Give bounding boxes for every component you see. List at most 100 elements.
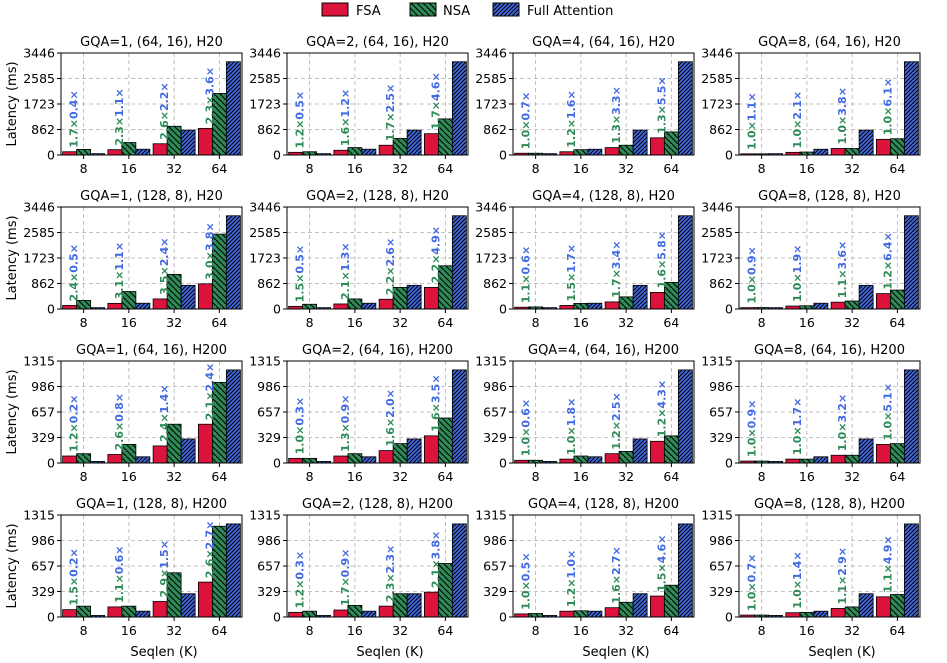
speedup-vs-full: 0.3× <box>294 551 307 580</box>
bar-fsa <box>649 137 665 156</box>
bar-full-attention-hatch <box>633 285 648 309</box>
bar-nsa-hatch <box>799 305 814 309</box>
bar-full-attention-hatch <box>904 523 919 617</box>
speedup-annotation: 1.0×0.7× <box>746 554 759 611</box>
bar-nsa-hatch <box>754 461 769 463</box>
bar-fsa <box>423 286 439 310</box>
axes-frame <box>512 514 695 618</box>
speedup-vs-full: 6.1× <box>881 78 894 107</box>
panel-r1-c3: GQA=8, (128, 8), H20 0 862 1723 2585 3446 8 16 3… <box>701 189 921 330</box>
panel-r0-c1: GQA=2, (64, 16), H20 0 862 1723 2585 3446 8 16 3… <box>249 35 469 176</box>
bar-nsa-hatch <box>302 304 317 309</box>
speedup-vs-nsa: 1.2× <box>294 580 307 609</box>
legend: FSA NSA Full Attention <box>321 2 613 19</box>
bar-nsa-hatch <box>799 612 814 617</box>
speedup-vs-nsa: 1.7× <box>339 577 352 606</box>
bar-full-attention-hatch <box>587 611 602 617</box>
ytick-label: 0 <box>725 148 733 163</box>
bar-full-attention-hatch <box>859 438 874 463</box>
bar-fsa <box>830 148 846 156</box>
bar-fsa <box>378 450 394 464</box>
xtick-label: 8 <box>758 161 766 176</box>
bar-fsa <box>197 283 213 310</box>
bar-nsa-hatch <box>528 153 543 155</box>
bar-nsa-hatch <box>393 593 408 617</box>
speedup-annotation: 1.3×3.3× <box>610 86 623 143</box>
bar-fsa <box>559 305 575 310</box>
speedup-vs-nsa: 1.7× <box>68 119 81 148</box>
bar-nsa-hatch <box>302 151 317 155</box>
speedup-vs-full: 1.1× <box>746 92 759 121</box>
xtick-label: 32 <box>166 469 182 484</box>
ytick-label: 329 <box>709 430 733 445</box>
speedup-annotation: 1.7×0.4× <box>68 90 81 147</box>
bar-full-attention-hatch <box>407 130 422 155</box>
bar-fsa <box>62 455 78 464</box>
ytick-label: 3446 <box>701 46 733 61</box>
speedup-vs-full: 3.8× <box>203 222 216 251</box>
xtick-label: 8 <box>80 623 88 638</box>
speedup-annotation: 1.3×0.9× <box>339 395 352 452</box>
speedup-vs-nsa: 1.2× <box>655 409 668 438</box>
ytick-label: 862 <box>483 122 507 137</box>
bar-full-attention-hatch <box>90 307 105 309</box>
xtick-label: 64 <box>663 469 679 484</box>
speedup-vs-full: 0.2× <box>68 548 81 577</box>
bar-full-attention-hatch <box>813 303 828 309</box>
speedup-vs-full: 4.6× <box>429 72 442 101</box>
xtick-label: 16 <box>347 161 363 176</box>
axes-frame <box>512 360 695 464</box>
legend-item-full-attention: Full Attention <box>492 2 613 19</box>
bar-nsa-hatch <box>528 306 543 309</box>
xtick-label: 64 <box>211 469 227 484</box>
bar-nsa-hatch <box>212 93 227 155</box>
speedup-vs-full: 6.4× <box>881 232 894 261</box>
xtick-label: 64 <box>889 315 905 330</box>
ytick-label: 2585 <box>249 225 281 240</box>
ylabel-row-2: Latency (ms) <box>5 369 20 454</box>
bar-full-attention-hatch <box>542 461 557 463</box>
bar-full-attention-hatch <box>407 593 422 617</box>
bar-full-attention-hatch <box>904 215 919 309</box>
bar-full-attention-hatch <box>678 523 693 617</box>
bar-full-attention-hatch <box>587 303 602 309</box>
bar-fsa <box>559 610 575 618</box>
xtick-label: 16 <box>121 315 137 330</box>
ytick-label: 0 <box>273 610 281 625</box>
speedup-vs-full: 2.1× <box>791 91 804 120</box>
xtick-label: 64 <box>211 315 227 330</box>
bar-full-attention-hatch <box>181 593 196 617</box>
speedup-annotation: 2.3×3.6× <box>203 67 216 124</box>
bar-fsa <box>559 458 575 464</box>
bar-fsa <box>107 454 123 464</box>
xtick-label: 64 <box>663 315 679 330</box>
bar-fsa <box>875 596 891 618</box>
speedup-vs-nsa: 1.0× <box>791 120 804 149</box>
speedup-annotation: 1.2×6.4× <box>881 232 894 289</box>
panel-title: GQA=2, (64, 16), H200 <box>302 343 453 358</box>
panel-title: GQA=4, (128, 8), H200 <box>528 497 679 512</box>
bar-nsa-hatch <box>76 149 91 155</box>
xtick-label: 64 <box>437 623 453 638</box>
speedup-vs-full: 0.4× <box>68 90 81 119</box>
xtick-label: 8 <box>532 161 540 176</box>
xtick-label: 8 <box>80 315 88 330</box>
bar-fsa <box>378 298 394 310</box>
bar-full-attention-hatch <box>859 593 874 617</box>
bar-fsa <box>423 133 439 156</box>
ytick-label: 0 <box>499 148 507 163</box>
bar-nsa-hatch <box>76 606 91 617</box>
axes-frame <box>60 360 243 464</box>
bar-full-attention-hatch <box>678 61 693 156</box>
xtick-label: 16 <box>799 315 815 330</box>
ytick-label: 657 <box>257 559 281 574</box>
bar-nsa-hatch <box>121 444 136 463</box>
speedup-vs-nsa: 1.0× <box>565 426 578 455</box>
panel-r3-c1: GQA=2, (128, 8), H200 0 329 657 986 1315 8 16 32… <box>249 497 469 638</box>
bar-fsa <box>875 138 891 156</box>
speedup-vs-nsa: 2.1× <box>203 392 216 421</box>
panel-r1-c1: GQA=2, (128, 8), H20 0 862 1723 2585 3446 8 16 3… <box>249 189 469 330</box>
speedup-vs-nsa: 1.1× <box>836 576 849 605</box>
bar-nsa-hatch <box>76 300 91 309</box>
bar-fsa <box>62 609 78 618</box>
